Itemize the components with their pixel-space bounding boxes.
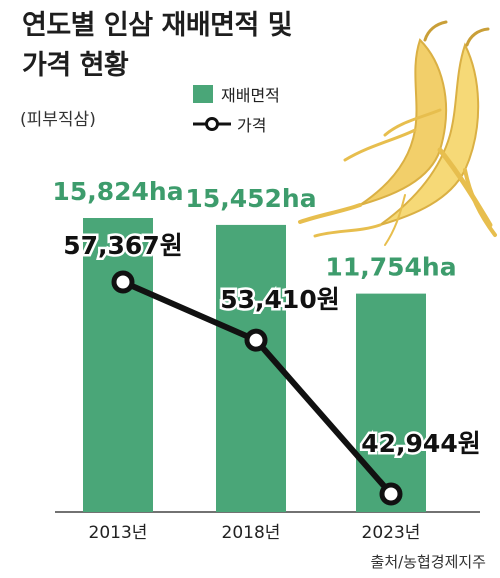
ginseng-illustration (298, 20, 497, 246)
x-tick-label-1: 2018년 (222, 523, 281, 543)
legend-line-marker (193, 117, 231, 131)
price-point-0 (111, 270, 135, 294)
legend-item-area: 재배면적 (193, 82, 280, 106)
legend: 재배면적 가격 (185, 78, 315, 140)
area-bar-2 (356, 293, 426, 512)
x-tick-label-2: 2023년 (362, 523, 421, 543)
price-point-1 (244, 328, 268, 352)
area-bar-1 (216, 224, 286, 512)
price-point-2 (379, 482, 403, 506)
price-label-2: 42,944원 (361, 429, 480, 458)
legend-item-price: 가격 (193, 112, 266, 136)
chart-title: 연도별 인삼 재배면적 및 가격 현황 (22, 6, 293, 86)
legend-label-price: 가격 (237, 116, 267, 135)
legend-swatch-area (193, 85, 213, 103)
title-line-1: 연도별 인삼 재배면적 및 (22, 10, 293, 41)
title-line-2: 가격 현황 (22, 50, 129, 81)
x-tick-label-0: 2013년 (89, 523, 148, 543)
chart-subtitle: (피부직삼) (20, 110, 96, 130)
area-bar-0 (83, 218, 153, 512)
legend-label-area: 재배면적 (221, 86, 280, 105)
area-label-0: 15,824ha (52, 177, 183, 206)
area-label-1: 15,452ha (185, 184, 316, 213)
price-label-0: 57,367원 (63, 231, 182, 260)
source-note: 출처/농협경제지주 (370, 553, 486, 571)
price-label-1: 53,410원 (220, 285, 339, 314)
area-label-2: 11,754ha (325, 253, 456, 282)
